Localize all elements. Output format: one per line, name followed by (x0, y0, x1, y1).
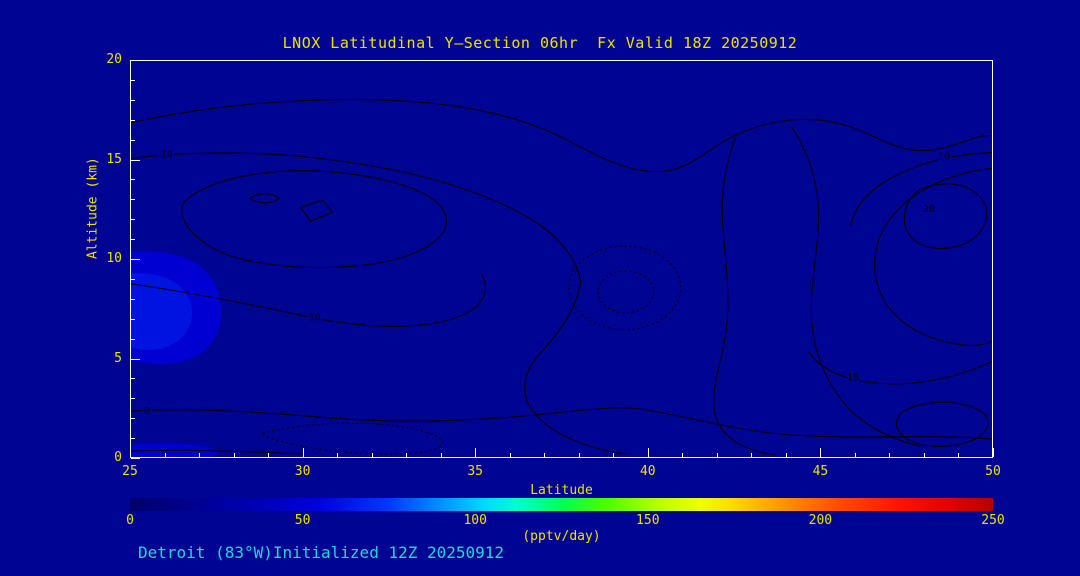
tick-mark (130, 448, 131, 457)
tick-mark (131, 179, 135, 181)
contour-label: 30 (309, 313, 321, 324)
y-tick-label: 10 (106, 251, 122, 266)
tick-mark (371, 453, 373, 457)
x-tick-label: 30 (294, 464, 311, 479)
colorbar-gradient (130, 498, 993, 511)
tick-mark (131, 99, 135, 101)
contour-line-dotted (597, 270, 655, 314)
tick-mark (131, 159, 140, 161)
tick-mark (647, 448, 649, 457)
tick-mark (131, 79, 135, 81)
contour-label: 15 (847, 372, 859, 383)
y-tick-label: 0 (114, 450, 122, 465)
tick-mark (854, 453, 856, 457)
colorbar-tick-label: 150 (636, 513, 660, 528)
colorbar-tick-label: 50 (294, 513, 311, 528)
x-tick-label: 35 (467, 464, 484, 479)
contour-label: 20 (923, 204, 935, 215)
contour-line (131, 273, 486, 327)
tick-mark (131, 418, 135, 420)
tick-mark (164, 453, 166, 457)
tick-mark (682, 453, 684, 457)
contour-label: 10 (161, 150, 173, 161)
contour-line (131, 449, 301, 455)
contour-line (903, 183, 988, 250)
contour-line (713, 134, 776, 456)
contour-label: 10 (938, 152, 950, 163)
tick-mark (406, 453, 408, 457)
tick-mark (131, 239, 135, 241)
tick-mark (613, 453, 615, 457)
contour-line (874, 167, 992, 347)
x-tick-label: 50 (985, 464, 1001, 479)
colorbar-tick-label: 100 (463, 513, 487, 528)
tick-mark (337, 453, 339, 457)
contour-line (524, 281, 626, 455)
contour-line (131, 407, 992, 440)
tick-mark (268, 453, 270, 457)
colorbar-tick-label: 0 (126, 513, 134, 528)
colorbar-tick-label: 200 (808, 513, 833, 528)
contour-line (807, 351, 992, 385)
tick-mark (716, 453, 718, 457)
tick-mark (509, 453, 511, 457)
x-tick-label: 45 (812, 464, 829, 479)
contour-line (248, 193, 280, 204)
tick-mark (440, 453, 442, 457)
tick-mark (578, 453, 580, 457)
tick-mark (131, 119, 135, 121)
tick-mark (751, 453, 753, 457)
tick-mark (233, 453, 235, 457)
tick-mark (131, 458, 140, 459)
plot-area: 10 10 30 20 15 0 (130, 60, 994, 459)
tick-mark (131, 199, 135, 201)
tick-mark (131, 318, 135, 320)
tick-mark (131, 398, 135, 400)
y-tick-label: 15 (106, 151, 122, 167)
x-tick-label: 40 (639, 464, 656, 479)
tick-mark (131, 338, 135, 340)
contour-field: 10 10 30 20 15 0 (131, 99, 992, 457)
tick-mark (131, 438, 135, 440)
contour-line (181, 170, 447, 269)
tick-mark (131, 60, 140, 61)
tick-mark (199, 453, 201, 457)
contour-line-dotted (261, 422, 443, 455)
tick-mark (131, 259, 140, 260)
tick-mark (131, 298, 135, 300)
contour-line-dotted (568, 245, 682, 331)
tick-mark (131, 278, 135, 280)
y-tick-label: 20 (106, 52, 122, 67)
tick-mark (131, 219, 135, 221)
contour-line (895, 401, 989, 447)
contour-line (849, 151, 992, 227)
chart-title: LNOX Latitudinal Y—Section 06hr Fx Valid… (282, 34, 798, 52)
tick-mark (993, 448, 994, 457)
contour-line (131, 99, 992, 173)
tick-mark (475, 448, 477, 457)
shaded-region (131, 273, 192, 350)
colorbar-units-label: (pptv/day) (522, 529, 601, 544)
x-tick-label: 25 (122, 464, 138, 479)
contour-label: 0 (144, 406, 150, 417)
tick-mark (131, 378, 135, 380)
init-info-text: Detroit (83°W)Initialized 12Z 20250912 (138, 543, 505, 562)
tick-mark (923, 453, 925, 457)
tick-mark (131, 358, 140, 360)
tick-mark (131, 139, 135, 141)
tick-mark (544, 453, 546, 457)
y-tick-label: 5 (114, 350, 122, 366)
tick-mark (820, 448, 822, 457)
contour-line (299, 199, 334, 222)
tick-mark (785, 453, 787, 457)
x-axis-title: Latitude (530, 483, 593, 498)
tick-mark (889, 453, 891, 457)
contour-line (131, 152, 582, 282)
tick-mark (958, 453, 960, 457)
colorbar-tick-label: 250 (981, 513, 1005, 528)
tick-mark (302, 448, 304, 457)
contour-line (791, 126, 921, 447)
